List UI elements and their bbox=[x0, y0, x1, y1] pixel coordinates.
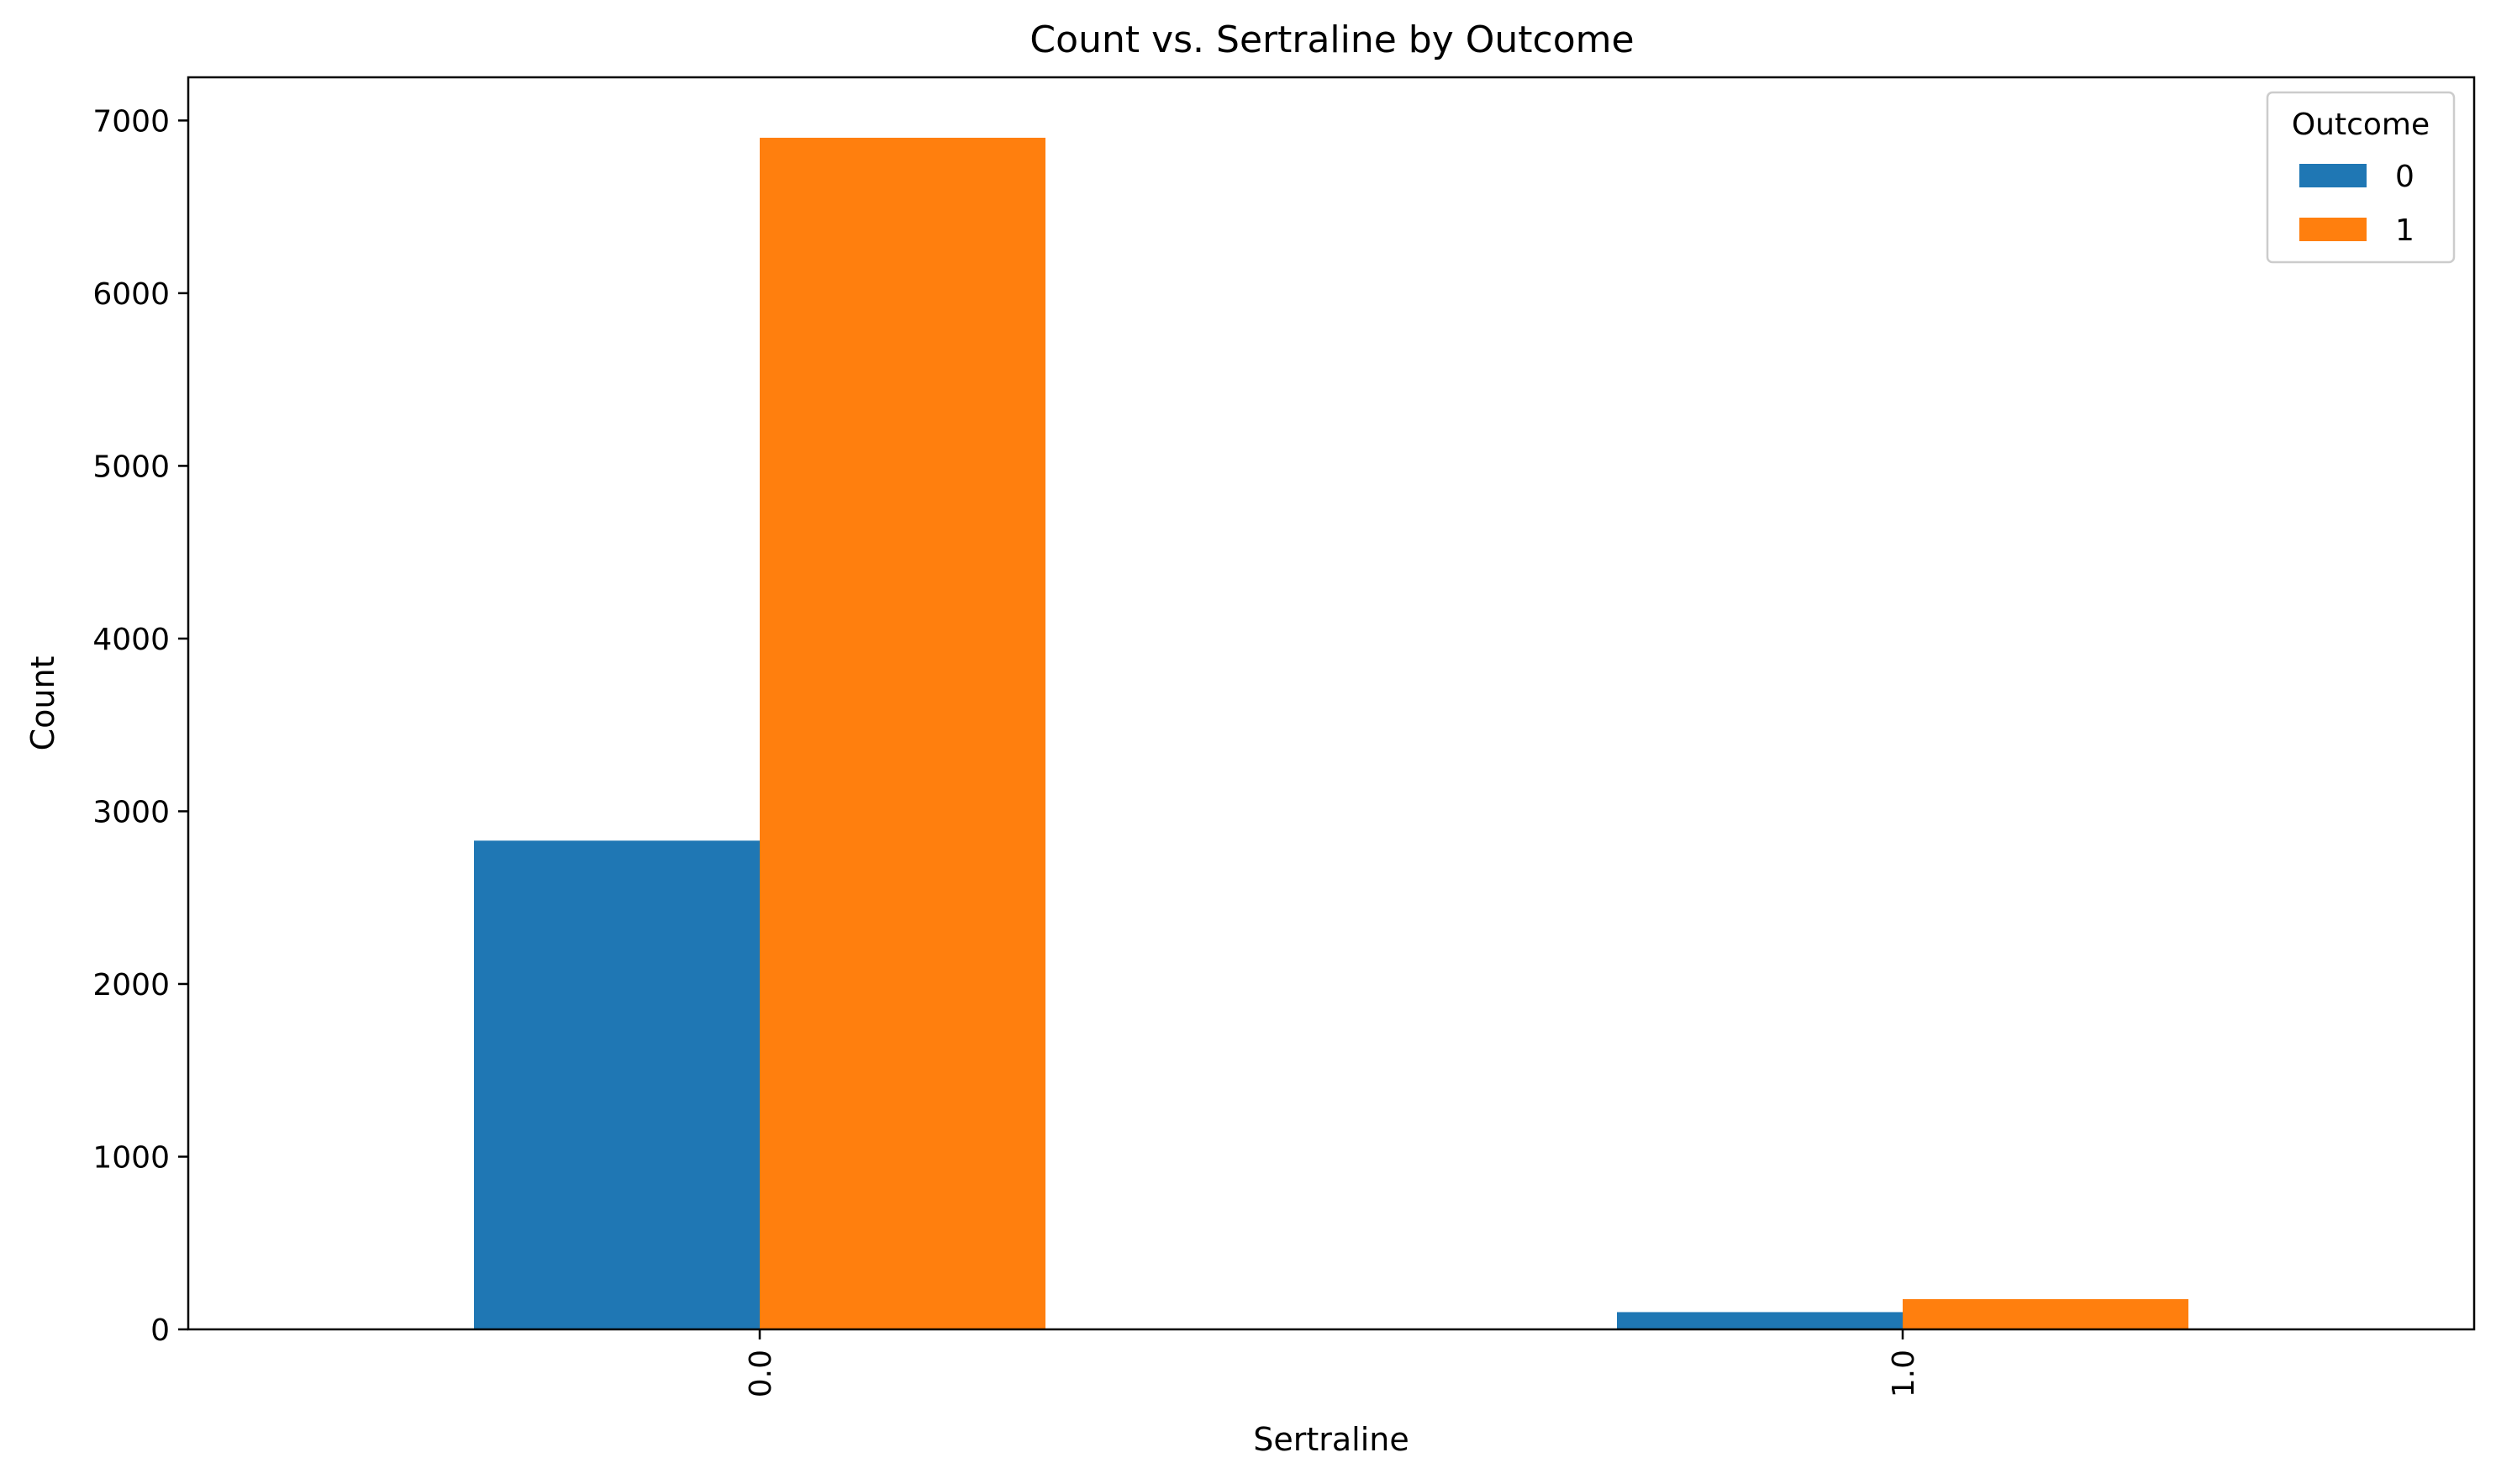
y-tick-label: 6000 bbox=[92, 277, 170, 312]
legend-title: Outcome bbox=[2292, 108, 2430, 142]
y-tick-label: 5000 bbox=[92, 450, 170, 484]
legend-swatch-1 bbox=[2299, 218, 2367, 241]
chart-title: Count vs. Sertraline by Outcome bbox=[1029, 18, 1634, 61]
y-tick-label: 2000 bbox=[92, 968, 170, 1002]
y-tick-label: 7000 bbox=[92, 104, 170, 139]
y-axis-label: Count bbox=[24, 656, 61, 751]
bar-outcome-0-sertraline-0.0 bbox=[474, 840, 760, 1329]
legend-label-1: 1 bbox=[2395, 213, 2414, 248]
x-tick-label: 0.0 bbox=[744, 1350, 778, 1397]
x-tick-label: 1.0 bbox=[1887, 1350, 1921, 1397]
y-tick-label: 1000 bbox=[92, 1140, 170, 1175]
legend-label-0: 0 bbox=[2395, 160, 2414, 194]
y-tick-label: 3000 bbox=[92, 795, 170, 829]
bar-outcome-1-sertraline-1.0 bbox=[1903, 1299, 2188, 1329]
bars-group bbox=[474, 137, 2188, 1329]
y-tick-label: 4000 bbox=[92, 623, 170, 657]
legend-swatch-0 bbox=[2299, 164, 2367, 187]
y-tick-label: 0 bbox=[150, 1313, 170, 1348]
bar-outcome-1-sertraline-0.0 bbox=[760, 137, 1045, 1329]
plot-frame bbox=[187, 76, 2476, 1331]
x-axis-label: Sertraline bbox=[1253, 1421, 1409, 1458]
bar-outcome-0-sertraline-1.0 bbox=[1617, 1312, 1903, 1329]
legend: Outcome 0 1 bbox=[2266, 91, 2456, 264]
axes-group: 0 1000 2000 3000 4000 5000 6000 7000 0.0 1.0 bbox=[92, 104, 1921, 1397]
